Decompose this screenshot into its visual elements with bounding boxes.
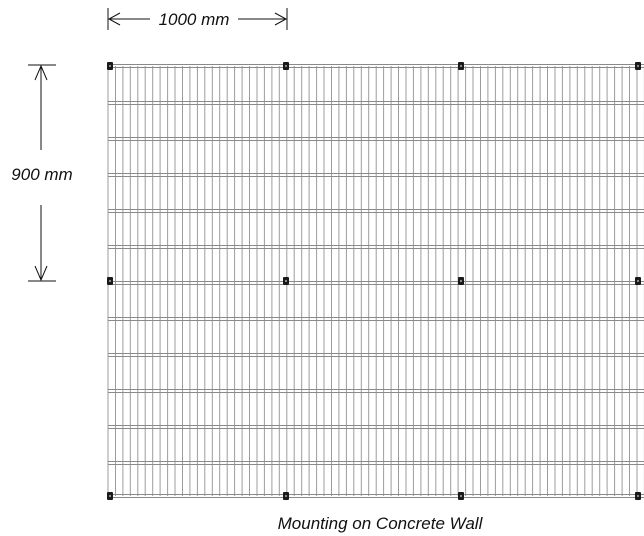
vertical-dimension-arrowhead-top <box>34 64 48 81</box>
mounting-bracket-screw <box>460 280 462 282</box>
horizontal-dimension-label: 1000 mm <box>159 10 230 29</box>
horizontal-dimension: 1000 mm <box>107 8 288 30</box>
mounting-bracket-screw <box>109 280 111 282</box>
mounting-brackets <box>107 62 641 500</box>
vertical-dimension-arrowhead-bottom <box>34 265 48 282</box>
vertical-dimension: 900 mm <box>11 64 73 282</box>
mounting-bracket-screw <box>285 65 287 67</box>
diagram-caption: Mounting on Concrete Wall <box>278 514 484 533</box>
mounting-bracket-screw <box>109 65 111 67</box>
wire-mesh-panel <box>107 64 644 498</box>
mounting-bracket-screw <box>637 280 639 282</box>
vertical-dimension-label: 900 mm <box>11 165 72 184</box>
mounting-bracket-screw <box>460 495 462 497</box>
mounting-bracket-screw <box>285 495 287 497</box>
mounting-bracket-screw <box>285 280 287 282</box>
mounting-bracket-screw <box>637 65 639 67</box>
mounting-bracket-screw <box>460 65 462 67</box>
mounting-bracket-screw <box>109 495 111 497</box>
mounting-bracket-screw <box>637 495 639 497</box>
horizontal-dimension-arrowhead-right <box>274 12 288 26</box>
horizontal-dimension-arrowhead-left <box>107 12 121 26</box>
